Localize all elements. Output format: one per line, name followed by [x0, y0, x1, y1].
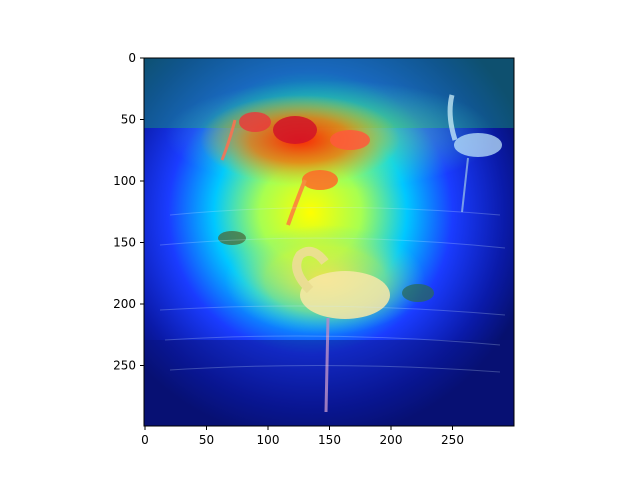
water-ripples [159, 207, 506, 373]
x-tick-label: 250 [441, 433, 464, 447]
y-tick-label: 200 [113, 297, 136, 311]
x-tick-label: 0 [141, 433, 149, 447]
x-tick-label: 50 [199, 433, 214, 447]
ducks [218, 231, 434, 302]
y-axis: 0 50 100 150 200 250 [113, 51, 144, 373]
flamingo-upper-group [220, 112, 370, 226]
y-tick-label: 100 [113, 174, 136, 188]
x-tick-label: 200 [380, 433, 403, 447]
flamingo-foreground [292, 246, 390, 413]
x-tick-label: 150 [318, 433, 341, 447]
flamingo-white-right [447, 94, 502, 213]
heatmap-image [144, 58, 514, 426]
y-tick-label: 250 [113, 359, 136, 373]
x-tick-label: 100 [257, 433, 280, 447]
y-tick-label: 50 [121, 113, 136, 127]
y-tick-label: 150 [113, 236, 136, 250]
y-tick-label: 0 [128, 51, 136, 65]
x-axis: 0 50 100 150 200 250 [141, 426, 464, 447]
